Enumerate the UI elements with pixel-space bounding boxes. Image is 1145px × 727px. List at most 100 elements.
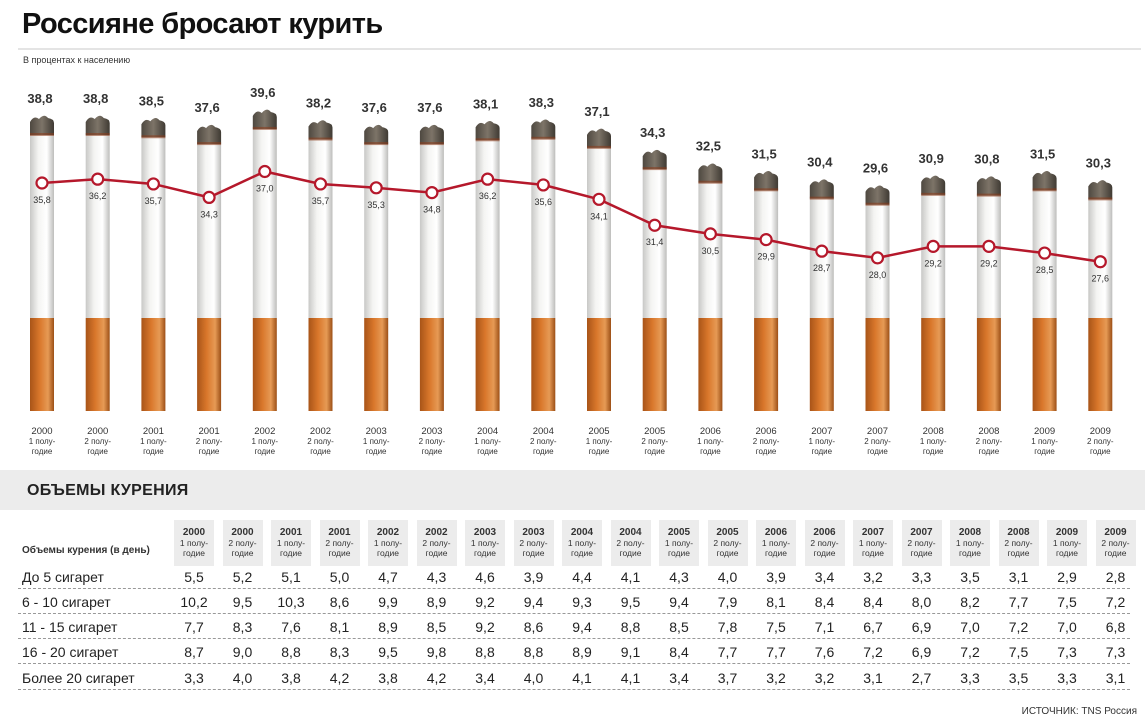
cigarette-ember — [475, 138, 500, 142]
cigarette-ash — [531, 119, 556, 139]
cigarette-paper — [308, 139, 333, 318]
period-year-label: 2004 — [477, 426, 498, 437]
cigarette-ember — [308, 137, 333, 141]
column-header-year: 2000 — [231, 527, 254, 538]
trend-point — [1093, 255, 1107, 269]
table-column-header: 2000 2 полу-годие — [222, 520, 263, 566]
column-header-half: 1 полу- — [858, 538, 888, 548]
table-cell: 3,2 — [863, 569, 883, 585]
column-header-year: 2006 — [764, 527, 788, 538]
table-cell: 7,0 — [960, 619, 980, 635]
table-cell: 8,1 — [329, 619, 350, 635]
column-header-year: 2005 — [716, 527, 739, 538]
period-half-label: 2 полу- — [84, 437, 111, 446]
period-year-label: 2008 — [923, 426, 944, 437]
period-half-label: 1 полу- — [1031, 437, 1058, 446]
table-cell: 9,4 — [669, 594, 689, 610]
table-cell: 2,7 — [911, 670, 932, 686]
cigarette-ash — [921, 175, 946, 195]
column-header-half: 1 полу- — [955, 538, 985, 548]
column-header-half: 2 полу- — [616, 538, 645, 548]
period-year-label: 2006 — [756, 426, 777, 437]
column-header-half: 1 полу- — [761, 538, 791, 548]
period-half-label: 1 полу- — [920, 437, 947, 446]
cigarette-filter — [865, 318, 890, 411]
table-cell: 10,3 — [277, 594, 305, 610]
table-cell: 8,8 — [620, 619, 641, 635]
table-cell: 6,8 — [1105, 619, 1126, 635]
table-cell: 9,3 — [572, 594, 592, 610]
period-half-label: годие — [422, 447, 443, 456]
cigarette-paper — [475, 140, 500, 318]
period-year-label: 2006 — [700, 426, 721, 437]
cigarette-paper — [364, 144, 389, 318]
table-cell: 2,8 — [1105, 569, 1126, 585]
table-cell: 3,3 — [184, 670, 204, 686]
column-header-year: 2009 — [1104, 527, 1127, 538]
table-row-label: 16 - 20 сигарет — [22, 644, 119, 660]
cigarette-ember — [141, 135, 166, 139]
table-column-header: 2002 2 полу-годие — [416, 520, 457, 566]
column-header-half: годие — [183, 548, 205, 558]
cigarette-ash — [419, 124, 444, 145]
period-half-label: 1 полу- — [140, 437, 167, 446]
cigarette-ember — [809, 196, 834, 200]
table-column-header: 2009 2 полу-годие — [1095, 520, 1136, 566]
column-header-half: годие — [425, 548, 448, 558]
column-header-year: 2008 — [958, 527, 982, 538]
column-header-year: 2003 — [522, 527, 545, 538]
top-value-label: 30,8 — [974, 152, 999, 167]
trend-point — [870, 251, 885, 265]
table-cell: 10,2 — [180, 594, 208, 610]
trend-value-label: 34,1 — [590, 211, 608, 221]
table-cell: 8,8 — [475, 644, 495, 660]
table-column-header: 2000 1 полу-годие — [174, 520, 214, 566]
cigarette-paper — [531, 138, 556, 318]
column-header-half: 2 полу- — [519, 538, 548, 548]
table-cell: 7,1 — [814, 619, 835, 635]
table-cell: 9,9 — [378, 594, 398, 610]
table-cell: 4,0 — [232, 670, 253, 686]
cigarette-ember — [197, 142, 222, 146]
trend-value-label: 34,3 — [200, 209, 218, 219]
column-header-half: 2 полу- — [1101, 538, 1130, 548]
table-cell: 3,3 — [1057, 670, 1077, 686]
cigarette-paper — [252, 128, 277, 318]
cigarette-filter — [85, 318, 110, 411]
period-half-label: 2 полу- — [641, 437, 668, 446]
cigarette-paper — [809, 198, 834, 318]
trend-point — [481, 172, 495, 186]
table-cell: 9,2 — [475, 619, 495, 635]
table-cell: 8,4 — [863, 594, 883, 610]
period-year-label: 2007 — [867, 426, 888, 437]
table-row-label: 11 - 15 сигарет — [22, 619, 118, 635]
trend-value-label: 36,2 — [479, 191, 497, 201]
top-value-label: 30,3 — [1086, 155, 1111, 170]
table-cell: 8,3 — [232, 619, 253, 635]
period-half-label: 1 полу- — [697, 437, 724, 446]
table-cell: 4,6 — [475, 569, 495, 585]
period-half-label: годие — [867, 447, 888, 456]
table-column-header: 2003 2 полу-годие — [513, 520, 554, 566]
column-header-half: годие — [619, 548, 642, 558]
cigarette-ember — [587, 145, 611, 149]
table-cell: 8,1 — [766, 594, 786, 610]
period-year-label: 2004 — [533, 426, 554, 437]
period-half-label: годие — [1090, 447, 1111, 456]
period-half-label: годие — [700, 447, 721, 456]
period-year-label: 2005 — [644, 426, 665, 437]
cigarette-paper — [921, 194, 946, 318]
table-cell: 9,8 — [426, 644, 447, 660]
column-header-half: 2 полу- — [422, 538, 451, 548]
column-header-half: 2 полу- — [713, 538, 742, 548]
cigarette-filter — [1032, 318, 1057, 411]
table-cell: 3,1 — [863, 670, 883, 686]
title-rule — [18, 48, 1141, 50]
table-cell: 9,4 — [523, 594, 544, 610]
column-header-half: годие — [474, 548, 496, 558]
table-cell: 4,2 — [329, 670, 350, 686]
top-value-label: 31,5 — [751, 146, 776, 161]
table-row-divider — [18, 663, 1130, 664]
cigarette-ember — [1088, 197, 1113, 201]
cigarette-paper — [976, 195, 1001, 318]
